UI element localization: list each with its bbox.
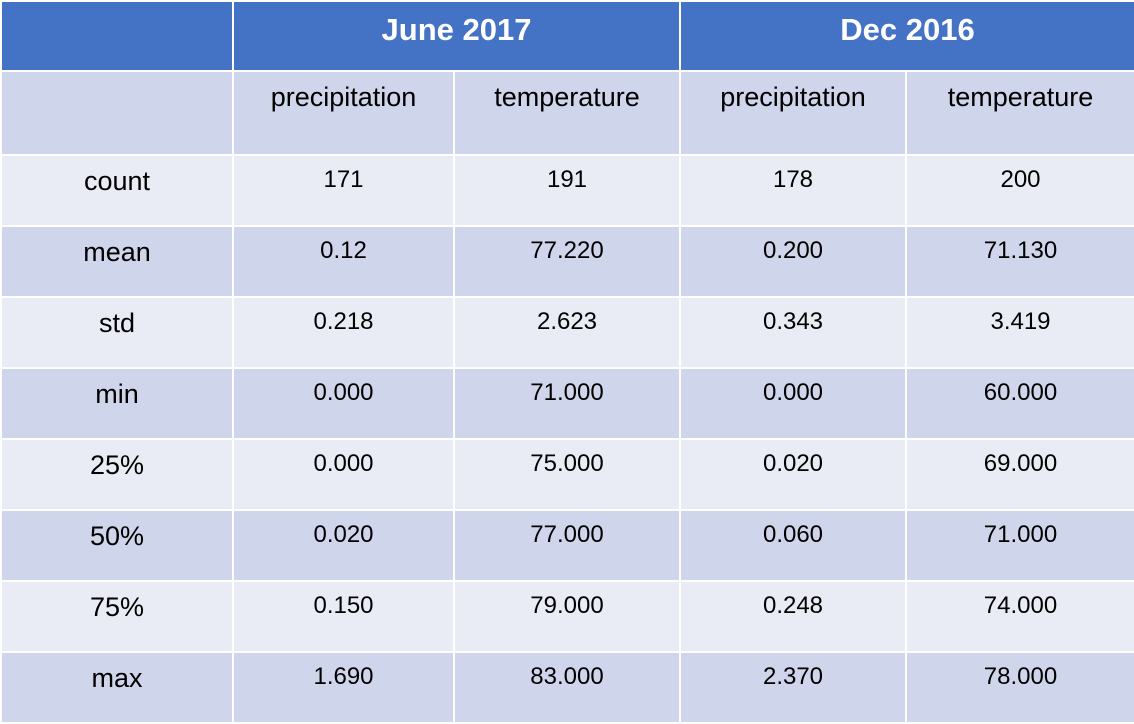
table-cell: 71.000	[906, 510, 1134, 581]
row-label: 25%	[1, 439, 233, 510]
table-cell: 83.000	[454, 652, 680, 723]
group-header-row: June 2017 Dec 2016	[1, 1, 1134, 71]
table-cell: 77.220	[454, 226, 680, 297]
column-header-june-precipitation: precipitation	[233, 71, 454, 155]
table-row-50-percent: 50% 0.020 77.000 0.060 71.000	[1, 510, 1134, 581]
column-header-dec-temperature: temperature	[906, 71, 1134, 155]
table-row-max: max 1.690 83.000 2.370 78.000	[1, 652, 1134, 723]
table-row-mean: mean 0.12 77.220 0.200 71.130	[1, 226, 1134, 297]
table-cell: 79.000	[454, 581, 680, 652]
row-label: 75%	[1, 581, 233, 652]
table-row-min: min 0.000 71.000 0.000 60.000	[1, 368, 1134, 439]
row-label: mean	[1, 226, 233, 297]
table-cell: 3.419	[906, 297, 1134, 368]
table-row-std: std 0.218 2.623 0.343 3.419	[1, 297, 1134, 368]
table-cell: 0.150	[233, 581, 454, 652]
table-cell: 0.000	[233, 368, 454, 439]
table-cell: 191	[454, 155, 680, 226]
table-cell: 0.248	[680, 581, 906, 652]
table-cell: 78.000	[906, 652, 1134, 723]
row-label: 50%	[1, 510, 233, 581]
table-row-25-percent: 25% 0.000 75.000 0.020 69.000	[1, 439, 1134, 510]
group-header-june-2017: June 2017	[233, 1, 680, 71]
table-cell: 0.218	[233, 297, 454, 368]
table-cell: 2.370	[680, 652, 906, 723]
table-cell: 77.000	[454, 510, 680, 581]
table-cell: 171	[233, 155, 454, 226]
table-cell: 178	[680, 155, 906, 226]
row-label: std	[1, 297, 233, 368]
table-cell: 0.000	[233, 439, 454, 510]
table-cell: 60.000	[906, 368, 1134, 439]
table-cell: 75.000	[454, 439, 680, 510]
table-cell: 69.000	[906, 439, 1134, 510]
table-cell: 0.020	[233, 510, 454, 581]
table-cell: 71.000	[454, 368, 680, 439]
table-cell: 0.12	[233, 226, 454, 297]
table-cell: 200	[906, 155, 1134, 226]
table-cell: 0.060	[680, 510, 906, 581]
table-cell: 0.343	[680, 297, 906, 368]
row-label-header	[1, 71, 233, 155]
table-cell: 0.200	[680, 226, 906, 297]
table-cell: 74.000	[906, 581, 1134, 652]
row-label: count	[1, 155, 233, 226]
row-label: min	[1, 368, 233, 439]
column-header-row: precipitation temperature precipitation …	[1, 71, 1134, 155]
group-header-dec-2016: Dec 2016	[680, 1, 1134, 71]
table-cell: 2.623	[454, 297, 680, 368]
table-cell: 0.000	[680, 368, 906, 439]
row-label: max	[1, 652, 233, 723]
table-cell: 0.020	[680, 439, 906, 510]
corner-cell	[1, 1, 233, 71]
table-cell: 71.130	[906, 226, 1134, 297]
table-row-count: count 171 191 178 200	[1, 155, 1134, 226]
column-header-dec-precipitation: precipitation	[680, 71, 906, 155]
table-cell: 1.690	[233, 652, 454, 723]
table-row-75-percent: 75% 0.150 79.000 0.248 74.000	[1, 581, 1134, 652]
column-header-june-temperature: temperature	[454, 71, 680, 155]
